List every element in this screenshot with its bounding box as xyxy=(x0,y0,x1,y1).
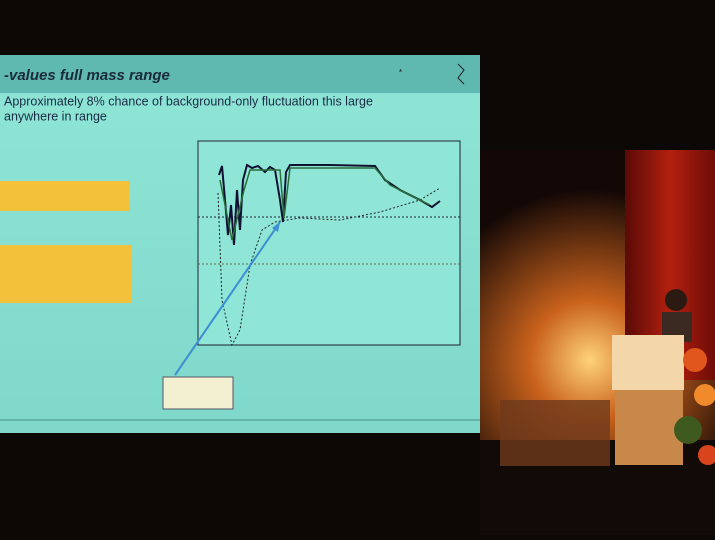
box xyxy=(0,181,130,211)
annotation-box xyxy=(162,376,234,410)
box xyxy=(0,245,132,303)
arrow-head xyxy=(272,222,280,232)
title-bar xyxy=(0,55,480,93)
arrow xyxy=(174,221,281,376)
logo: ▲ xyxy=(398,67,403,73)
logo-icon xyxy=(457,63,465,85)
speaker-head xyxy=(665,289,687,311)
ensemble-curve xyxy=(219,167,431,241)
subtitle: anywhere in range xyxy=(4,109,107,123)
podium xyxy=(615,390,683,465)
plot-frame xyxy=(197,140,461,346)
expected-curve xyxy=(217,187,441,347)
podium-top xyxy=(612,335,684,390)
slide-title: -values full mass range xyxy=(4,67,170,84)
flowers xyxy=(674,348,715,465)
table xyxy=(500,400,610,466)
subtitle: Approximately 8% chance of background-on… xyxy=(4,94,373,108)
